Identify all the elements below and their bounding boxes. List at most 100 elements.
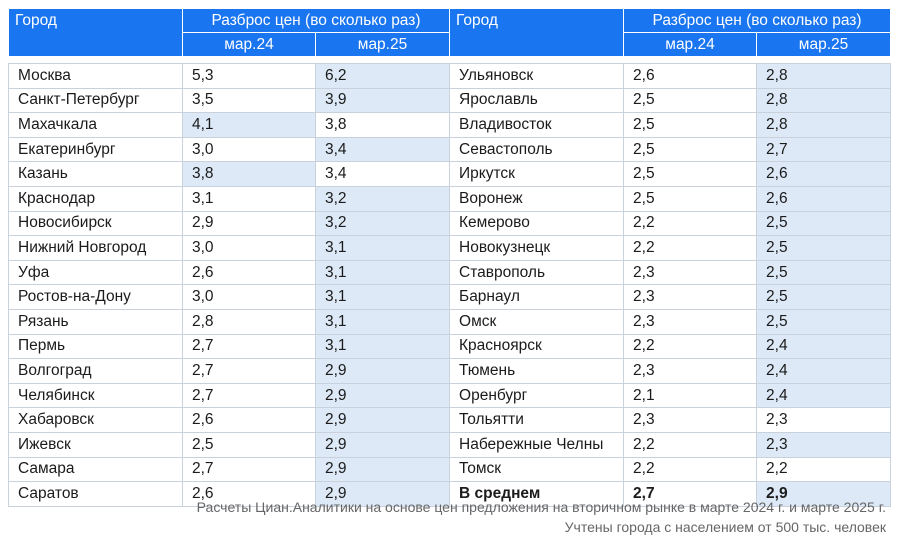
right-city-cell: Владивосток [449,112,625,138]
right-city-cell: Набережные Челны [449,431,625,458]
left-city-cell: Саратов [8,481,183,507]
left-mar25-cell: 3,4 [314,161,451,187]
table-row: Нижний Новгород 3,0 3,1 Новокузнецк 2,2 2,5 [8,235,892,261]
left-mar25-cell: 2,9 [314,358,451,384]
left-mar24-cell: 2,7 [182,358,316,384]
right-mar24-cell: 2,2 [623,456,758,483]
table-row: Казань 3,8 3,4 Иркутск 2,5 2,6 [8,161,892,187]
price-spread-table-wrapper: Город Разброс цен (во сколько раз) Город… [8,8,892,507]
right-city-cell: Красноярск [449,333,625,360]
left-mar25-cell: 2,9 [314,456,451,483]
right-mar24-cell: 2,7 [623,481,758,507]
header-mar25-right: мар.25 [756,32,892,57]
right-mar24-cell: 2,6 [623,63,758,89]
header-city-left: Город [8,8,183,57]
left-city-cell: Пермь [8,333,183,360]
left-city-cell: Екатеринбург [8,136,183,163]
right-mar25-cell: 2,8 [756,112,892,138]
left-mar24-cell: 2,9 [182,210,316,237]
left-mar25-cell: 2,9 [314,431,451,458]
left-mar24-cell: 2,6 [182,407,316,433]
right-city-cell: Ульяновск [449,63,625,89]
right-mar24-cell: 2,5 [623,112,758,138]
left-mar25-cell: 3,2 [314,210,451,237]
left-mar25-cell: 3,1 [314,333,451,360]
left-mar24-cell: 2,5 [182,431,316,458]
table-body: Москва 5,3 6,2 Ульяновск 2,6 2,8 Санкт-Петербу… [8,56,892,507]
right-city-cell: Воронеж [449,185,625,212]
right-mar25-cell: 2,6 [756,185,892,212]
right-mar25-cell: 2,5 [756,284,892,310]
header-city-right: Город [449,8,625,57]
right-mar24-cell: 2,3 [623,358,758,384]
left-mar25-cell: 3,1 [314,308,451,335]
right-city-cell: Новокузнецк [449,235,625,261]
left-city-cell: Москва [8,63,183,89]
table-row: Ижевск 2,5 2,9 Набережные Челны 2,2 2,3 [8,431,892,458]
left-mar25-cell: 6,2 [314,63,451,89]
right-mar24-cell: 2,2 [623,210,758,237]
left-city-cell: Санкт-Петербург [8,87,183,114]
table-row: Хабаровск 2,6 2,9 Тольятти 2,3 2,3 [8,407,892,433]
right-mar25-cell: 2,9 [756,481,892,507]
table-row: Екатеринбург 3,0 3,4 Севастополь 2,5 2,7 [8,136,892,163]
left-mar25-cell: 3,4 [314,136,451,163]
right-city-cell: Ставрополь [449,259,625,286]
left-city-cell: Казань [8,161,183,187]
left-mar24-cell: 3,0 [182,284,316,310]
table-row: Санкт-Петербург 3,5 3,9 Ярославль 2,5 2,8 [8,87,892,114]
left-mar24-cell: 2,7 [182,456,316,483]
left-city-cell: Рязань [8,308,183,335]
header-spread-right: Разброс цен (во сколько раз) [623,8,892,33]
table-header: Город Разброс цен (во сколько раз) Город… [8,8,892,57]
right-mar25-cell: 2,3 [756,431,892,458]
right-mar24-cell: 2,2 [623,333,758,360]
left-mar25-cell: 3,9 [314,87,451,114]
left-mar24-cell: 2,6 [182,259,316,286]
table-row: Ростов-на-Дону 3,0 3,1 Барнаул 2,3 2,5 [8,284,892,310]
left-mar25-cell: 2,9 [314,407,451,433]
left-mar25-cell: 2,9 [314,481,451,507]
right-city-cell: Иркутск [449,161,625,187]
left-city-cell: Ижевск [8,431,183,458]
right-mar24-cell: 2,5 [623,87,758,114]
table-row: Пермь 2,7 3,1 Красноярск 2,2 2,4 [8,333,892,360]
left-city-cell: Челябинск [8,382,183,409]
right-city-cell: В среднем [449,481,625,507]
right-mar24-cell: 2,2 [623,235,758,261]
right-mar24-cell: 2,3 [623,259,758,286]
right-mar24-cell: 2,1 [623,382,758,409]
left-mar24-cell: 5,3 [182,63,316,89]
table-row: Краснодар 3,1 3,2 Воронеж 2,5 2,6 [8,185,892,212]
right-city-cell: Тюмень [449,358,625,384]
left-mar25-cell: 3,2 [314,185,451,212]
right-mar25-cell: 2,4 [756,382,892,409]
right-city-cell: Барнаул [449,284,625,310]
left-mar25-cell: 3,8 [314,112,451,138]
right-mar25-cell: 2,5 [756,210,892,237]
right-mar24-cell: 2,3 [623,308,758,335]
table-row: Рязань 2,8 3,1 Омск 2,3 2,5 [8,308,892,335]
right-mar24-cell: 2,2 [623,431,758,458]
table-row: Новосибирск 2,9 3,2 Кемерово 2,2 2,5 [8,210,892,237]
right-city-cell: Омск [449,308,625,335]
right-mar25-cell: 2,5 [756,259,892,286]
right-mar25-cell: 2,8 [756,63,892,89]
right-mar25-cell: 2,4 [756,358,892,384]
left-mar24-cell: 2,8 [182,308,316,335]
right-mar24-cell: 2,3 [623,407,758,433]
right-city-cell: Ярославль [449,87,625,114]
left-city-cell: Краснодар [8,185,183,212]
footnote-source: Расчеты Циан.Аналитики на основе цен пре… [196,499,886,515]
right-city-cell: Томск [449,456,625,483]
header-spread-left: Разброс цен (во сколько раз) [181,8,451,33]
left-city-cell: Новосибирск [8,210,183,237]
right-mar25-cell: 2,6 [756,161,892,187]
left-mar25-cell: 3,1 [314,235,451,261]
left-mar24-cell: 3,0 [182,136,316,163]
right-city-cell: Кемерово [449,210,625,237]
right-mar24-cell: 2,5 [623,185,758,212]
table-row: Саратов 2,6 2,9 В среднем 2,7 2,9 [8,481,892,507]
table-row: Уфа 2,6 3,1 Ставрополь 2,3 2,5 [8,259,892,286]
left-mar24-cell: 4,1 [182,112,316,138]
